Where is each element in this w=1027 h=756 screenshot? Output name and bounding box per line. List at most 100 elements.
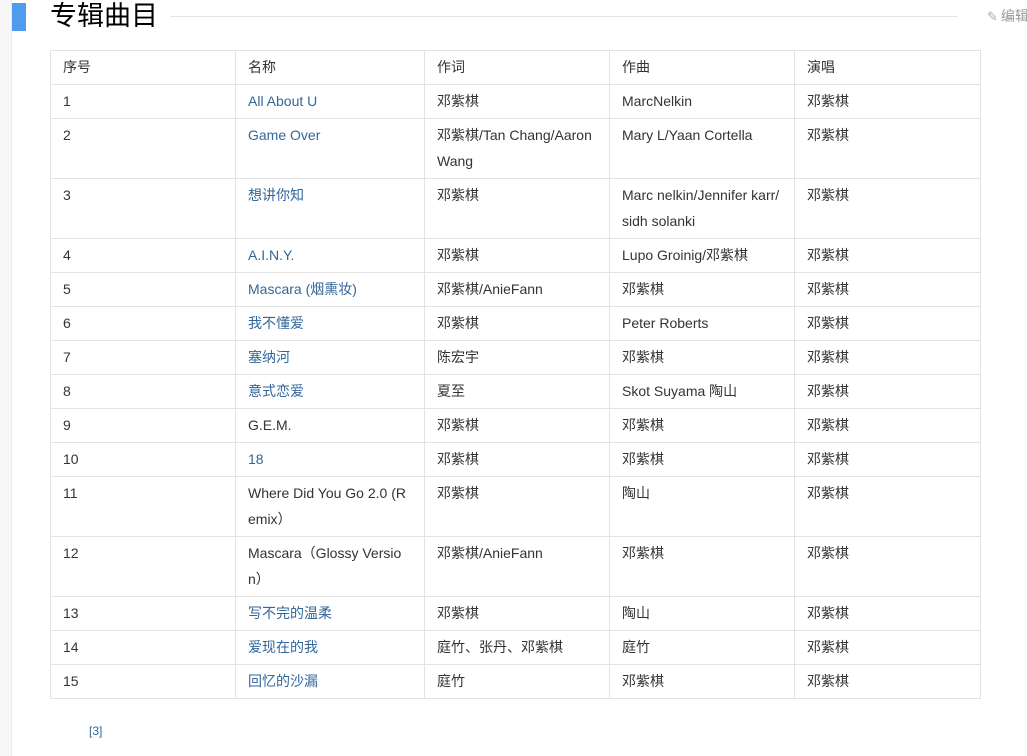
table-row: 7 塞纳河 陈宏宇 邓紫棋 邓紫棋 [50, 340, 981, 375]
cell-number: 12 [50, 536, 236, 597]
cell-singer: 邓紫棋 [794, 340, 981, 375]
header-name: 名称 [235, 50, 425, 85]
cell-music: Skot Suyama 陶山 [609, 374, 795, 409]
track-link[interactable]: 写不完的温柔 [248, 605, 332, 621]
cell-lyrics: 庭竹 [424, 664, 610, 699]
cell-singer: 邓紫棋 [794, 272, 981, 307]
cell-lyrics: 邓紫棋 [424, 84, 610, 119]
cell-lyrics: 邓紫棋 [424, 306, 610, 341]
cell-lyrics: 庭竹、张丹、邓紫棋 [424, 630, 610, 665]
cell-music: 邓紫棋 [609, 272, 795, 307]
cell-music: 邓紫棋 [609, 442, 795, 477]
cell-music: 邓紫棋 [609, 536, 795, 597]
reference-link[interactable]: [3] [89, 724, 103, 738]
track-link[interactable]: 意式恋爱 [248, 383, 304, 399]
cell-name: Game Over [235, 118, 425, 179]
table-row: 14 爱现在的我 庭竹、张丹、邓紫棋 庭竹 邓紫棋 [50, 630, 981, 665]
cell-singer: 邓紫棋 [794, 536, 981, 597]
table-header-row: 序号 名称 作词 作曲 演唱 [50, 50, 981, 85]
cell-number: 11 [50, 476, 236, 537]
cell-singer: 邓紫棋 [794, 596, 981, 631]
cell-name: Where Did You Go 2.0 (Remix） [235, 476, 425, 537]
cell-singer: 邓紫棋 [794, 238, 981, 273]
cell-lyrics: 邓紫棋 [424, 178, 610, 239]
table-row: 2 Game Over 邓紫棋/Tan Chang/Aaron Wang Mary L… [50, 118, 981, 179]
cell-singer: 邓紫棋 [794, 476, 981, 537]
track-link[interactable]: 爱现在的我 [248, 639, 318, 655]
cell-name: Mascara (烟熏妆) [235, 272, 425, 307]
track-link[interactable]: All About U [248, 93, 318, 109]
cell-number: 1 [50, 84, 236, 119]
track-link[interactable]: 我不懂爱 [248, 315, 304, 331]
header-number: 序号 [50, 50, 236, 85]
table-row: 12 Mascara（Glossy Version） 邓紫棋/AnieFann 邓紫棋… [50, 536, 981, 597]
table-row: 9 G.E.M. 邓紫棋 邓紫棋 邓紫棋 [50, 408, 981, 443]
cell-number: 3 [50, 178, 236, 239]
cell-music: Lupo Groinig/邓紫棋 [609, 238, 795, 273]
cell-lyrics: 邓紫棋/Tan Chang/Aaron Wang [424, 118, 610, 179]
edit-button[interactable]: ✎ 编辑 [987, 6, 1027, 26]
cell-music: 邓紫棋 [609, 664, 795, 699]
cell-number: 2 [50, 118, 236, 179]
table-row: 11 Where Did You Go 2.0 (Remix） 邓紫棋 陶山 邓紫棋 [50, 476, 981, 537]
cell-number: 7 [50, 340, 236, 375]
cell-music: 邓紫棋 [609, 408, 795, 443]
page-left-border [0, 0, 12, 756]
track-link[interactable]: 想讲你知 [248, 187, 304, 203]
cell-number: 13 [50, 596, 236, 631]
track-link[interactable]: 塞纳河 [248, 349, 290, 365]
cell-singer: 邓紫棋 [794, 306, 981, 341]
cell-singer: 邓紫棋 [794, 442, 981, 477]
cell-lyrics: 邓紫棋 [424, 408, 610, 443]
edit-label: 编辑 [1000, 8, 1027, 24]
cell-singer: 邓紫棋 [794, 408, 981, 443]
cell-number: 10 [50, 442, 236, 477]
cell-name: 写不完的温柔 [235, 596, 425, 631]
cell-name: Mascara（Glossy Version） [235, 536, 425, 597]
cell-name: 意式恋爱 [235, 374, 425, 409]
track-link[interactable]: 18 [248, 451, 264, 467]
table-row: 1 All About U 邓紫棋 MarcNelkin 邓紫棋 [50, 84, 981, 119]
cell-singer: 邓紫棋 [794, 374, 981, 409]
section-accent-bar [12, 3, 26, 31]
cell-lyrics: 邓紫棋/AnieFann [424, 536, 610, 597]
cell-lyrics: 邓紫棋 [424, 238, 610, 273]
cell-name: G.E.M. [235, 408, 425, 443]
pencil-icon: ✎ [987, 9, 998, 24]
cell-music: 陶山 [609, 596, 795, 631]
cell-music: 邓紫棋 [609, 340, 795, 375]
cell-singer: 邓紫棋 [794, 178, 981, 239]
cell-name: A.I.N.Y. [235, 238, 425, 273]
track-list-table: 序号 名称 作词 作曲 演唱 1 All About U 邓紫棋 MarcNelkin… [50, 50, 981, 699]
table-row: 10 18 邓紫棋 邓紫棋 邓紫棋 [50, 442, 981, 477]
cell-lyrics: 邓紫棋/AnieFann [424, 272, 610, 307]
table-row: 6 我不懂爱 邓紫棋 Peter Roberts 邓紫棋 [50, 306, 981, 341]
header-singer: 演唱 [794, 50, 981, 85]
table-row: 8 意式恋爱 夏至 Skot Suyama 陶山 邓紫棋 [50, 374, 981, 409]
cell-number: 9 [50, 408, 236, 443]
cell-number: 4 [50, 238, 236, 273]
cell-name: 塞纳河 [235, 340, 425, 375]
cell-lyrics: 邓紫棋 [424, 442, 610, 477]
cell-music: Peter Roberts [609, 306, 795, 341]
cell-music: MarcNelkin [609, 84, 795, 119]
track-link[interactable]: Mascara (烟熏妆) [248, 281, 357, 297]
cell-singer: 邓紫棋 [794, 664, 981, 699]
cell-name: 回忆的沙漏 [235, 664, 425, 699]
track-link[interactable]: A.I.N.Y. [248, 247, 295, 263]
table-row: 3 想讲你知 邓紫棋 Marc nelkin/Jennifer karr/sidh s… [50, 178, 981, 239]
cell-number: 5 [50, 272, 236, 307]
cell-name: 想讲你知 [235, 178, 425, 239]
track-link[interactable]: 回忆的沙漏 [248, 673, 318, 689]
cell-name: 我不懂爱 [235, 306, 425, 341]
cell-lyrics: 陈宏宇 [424, 340, 610, 375]
cell-number: 8 [50, 374, 236, 409]
cell-name: 18 [235, 442, 425, 477]
table-row: 13 写不完的温柔 邓紫棋 陶山 邓紫棋 [50, 596, 981, 631]
header-music: 作曲 [609, 50, 795, 85]
cell-name: 爱现在的我 [235, 630, 425, 665]
cell-lyrics: 夏至 [424, 374, 610, 409]
cell-number: 15 [50, 664, 236, 699]
cell-music: Marc nelkin/Jennifer karr/sidh solanki [609, 178, 795, 239]
track-link[interactable]: Game Over [248, 127, 321, 143]
